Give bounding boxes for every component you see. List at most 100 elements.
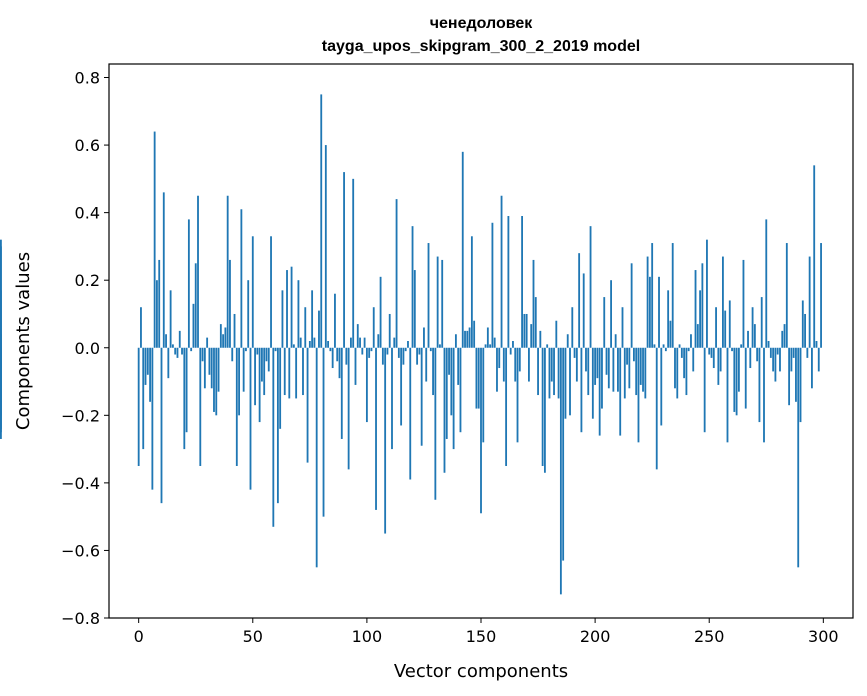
bar <box>569 347 571 416</box>
bar <box>292 344 295 348</box>
bar <box>532 259 535 348</box>
bar <box>283 347 286 396</box>
bar <box>559 347 562 595</box>
bar <box>194 263 197 348</box>
bar <box>0 347 2 402</box>
bar <box>788 347 791 406</box>
bar <box>247 280 250 348</box>
bar <box>566 334 569 348</box>
bar <box>142 347 145 450</box>
bar <box>224 327 227 348</box>
bar <box>203 347 206 389</box>
bar <box>473 320 476 348</box>
bar <box>356 324 359 348</box>
bar <box>215 347 218 416</box>
y-tick-label: −0.8 <box>61 609 100 628</box>
bar <box>334 293 336 348</box>
bar <box>530 324 533 348</box>
bar <box>612 347 615 392</box>
bar <box>185 347 188 433</box>
bar <box>621 307 624 348</box>
bar <box>151 347 154 490</box>
bar <box>512 341 514 348</box>
bar <box>655 347 658 470</box>
bar <box>658 276 660 348</box>
bar <box>646 256 649 348</box>
bar <box>591 347 594 419</box>
bar <box>498 347 501 369</box>
plot-area-frame <box>108 63 854 619</box>
bar <box>286 270 288 348</box>
bar <box>0 239 2 348</box>
bar <box>361 347 364 355</box>
bar <box>176 347 179 358</box>
bar <box>466 330 469 348</box>
bar <box>539 330 542 348</box>
bar <box>267 347 270 372</box>
bar <box>571 307 574 348</box>
bar <box>505 347 508 466</box>
bar <box>630 263 633 348</box>
bar <box>210 347 213 389</box>
bar <box>580 347 583 433</box>
bar <box>459 347 462 433</box>
bar <box>263 347 266 396</box>
bar <box>254 347 256 406</box>
bar <box>601 347 603 409</box>
bar <box>626 347 628 365</box>
bar <box>763 347 765 443</box>
bar <box>587 347 590 396</box>
bar <box>742 259 745 348</box>
bar <box>343 172 345 348</box>
bar <box>352 178 355 348</box>
bar <box>514 347 517 382</box>
bar <box>596 347 599 379</box>
bar <box>206 337 209 348</box>
bar <box>199 347 202 466</box>
bar <box>302 347 304 396</box>
bar <box>162 192 165 348</box>
bar <box>578 253 581 348</box>
x-tick-label: 300 <box>808 627 839 646</box>
bar <box>407 341 409 348</box>
bar <box>347 347 350 470</box>
bar <box>660 347 663 426</box>
bar <box>676 347 679 399</box>
bar <box>491 222 494 348</box>
bar <box>222 334 225 348</box>
bar <box>651 243 654 348</box>
bar <box>144 347 147 385</box>
bar <box>140 307 142 348</box>
bar <box>477 347 480 409</box>
bar <box>208 347 211 375</box>
y-tick-label: −0.4 <box>61 474 100 493</box>
bar <box>575 347 578 382</box>
bar <box>322 347 325 517</box>
bar <box>781 330 784 348</box>
x-tick-label: 150 <box>466 627 497 646</box>
bar <box>249 347 252 490</box>
bar <box>747 330 749 348</box>
y-tick-label: 0.6 <box>75 136 100 155</box>
bar <box>386 347 389 355</box>
bar <box>229 259 231 348</box>
bar <box>731 347 733 352</box>
bar <box>521 216 523 348</box>
y-tick-label: 0.2 <box>75 271 100 290</box>
x-tick-label: 0 <box>134 627 144 646</box>
bar <box>416 347 419 365</box>
bar <box>500 195 503 348</box>
bar <box>573 347 576 358</box>
bar <box>493 337 496 348</box>
bar <box>797 347 800 568</box>
y-axis-ticks: −0.8 −0.6 −0.4 −0.2 0.0 0.2 0.4 0.6 0.8 <box>61 69 109 628</box>
bar <box>475 347 478 409</box>
bar <box>760 297 763 348</box>
x-tick-label: 250 <box>694 627 725 646</box>
bar <box>190 347 193 352</box>
bar <box>169 290 172 348</box>
bar <box>402 347 405 365</box>
bar <box>717 347 720 385</box>
bar <box>299 337 302 348</box>
